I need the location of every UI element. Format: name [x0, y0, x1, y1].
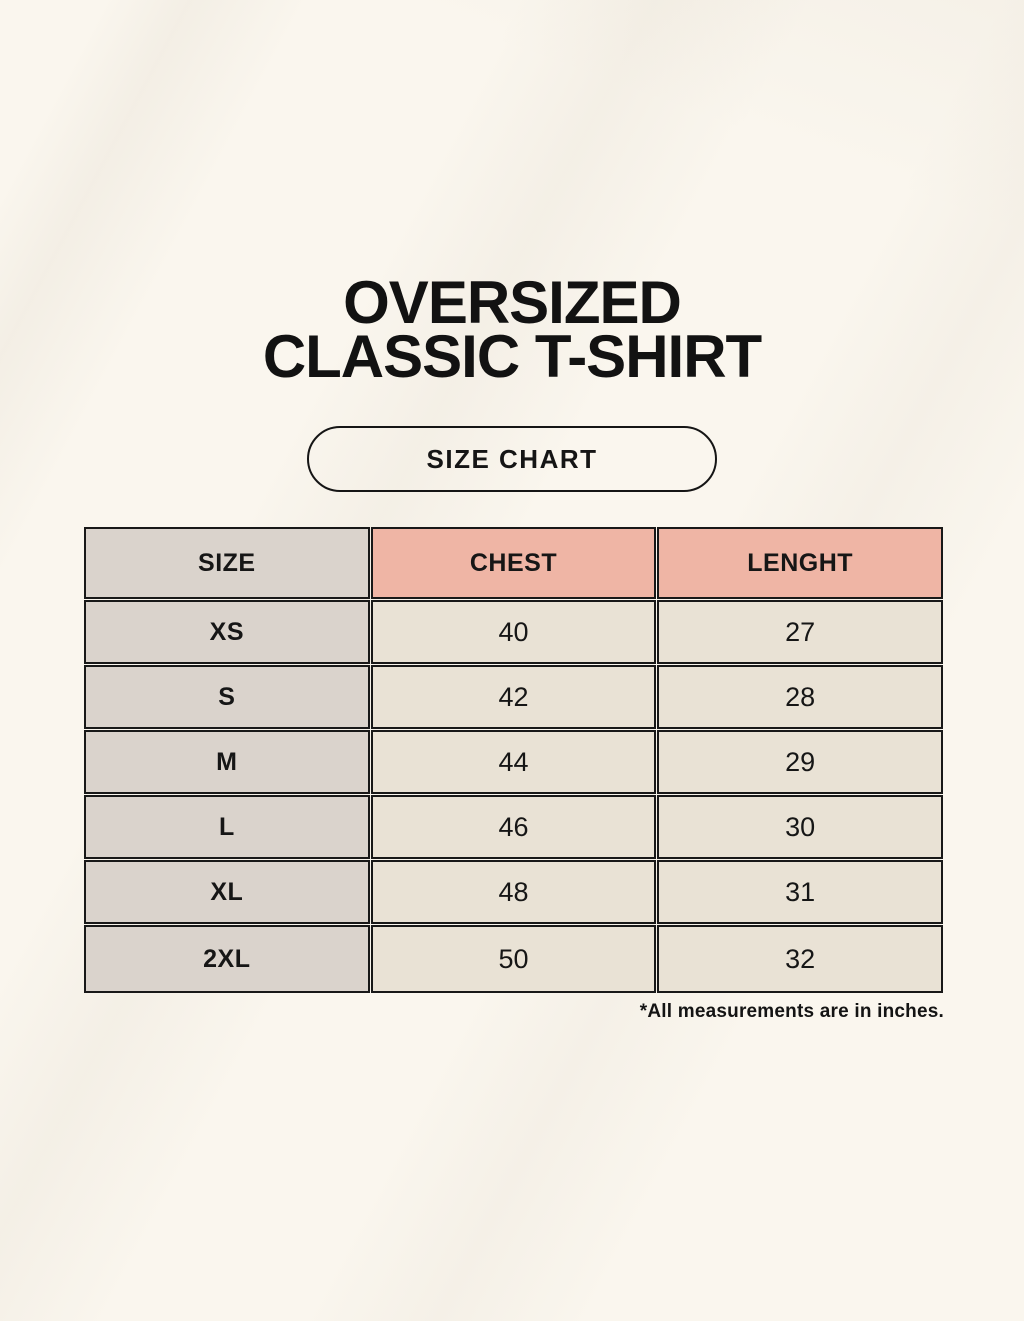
chest-cell: 48 [370, 860, 657, 924]
size-chart-button[interactable]: SIZE CHART [307, 426, 717, 492]
chest-cell: 40 [370, 600, 657, 664]
chest-cell: 42 [370, 665, 657, 729]
badge-row: SIZE CHART [0, 426, 1024, 492]
table-row: S 42 28 [84, 665, 943, 729]
size-cell: M [84, 730, 370, 794]
table-row: XL 48 31 [84, 860, 943, 924]
size-cell: S [84, 665, 370, 729]
page-title-line1: OVERSIZED [343, 269, 682, 336]
lenght-cell: 27 [657, 600, 943, 664]
page-title: OVERSIZED CLASSIC T-SHIRT [0, 0, 1024, 390]
column-header-chest: CHEST [370, 527, 657, 599]
lenght-cell: 29 [657, 730, 943, 794]
measurements-footnote: *All measurements are in inches. [639, 1001, 944, 1022]
column-header-lenght: LENGHT [657, 527, 943, 599]
size-cell: L [84, 795, 370, 859]
chest-cell: 46 [370, 795, 657, 859]
size-cell: XL [84, 860, 370, 924]
chest-cell: 50 [370, 925, 657, 993]
page-title-line2: CLASSIC T-SHIRT [262, 323, 762, 390]
column-header-size: SIZE [84, 527, 370, 599]
table-row: L 46 30 [84, 795, 943, 859]
chest-cell: 44 [370, 730, 657, 794]
table-header-row: SIZE CHEST LENGHT [84, 527, 943, 599]
size-cell: 2XL [84, 925, 370, 993]
lenght-cell: 32 [657, 925, 943, 993]
size-cell: XS [84, 600, 370, 664]
table-row: XS 40 27 [84, 600, 943, 664]
lenght-cell: 28 [657, 665, 943, 729]
lenght-cell: 30 [657, 795, 943, 859]
size-table: SIZE CHEST LENGHT XS 40 27 S 42 28 M 44 … [83, 526, 944, 994]
table-row: 2XL 50 32 [84, 925, 943, 993]
lenght-cell: 31 [657, 860, 943, 924]
table-row: M 44 29 [84, 730, 943, 794]
